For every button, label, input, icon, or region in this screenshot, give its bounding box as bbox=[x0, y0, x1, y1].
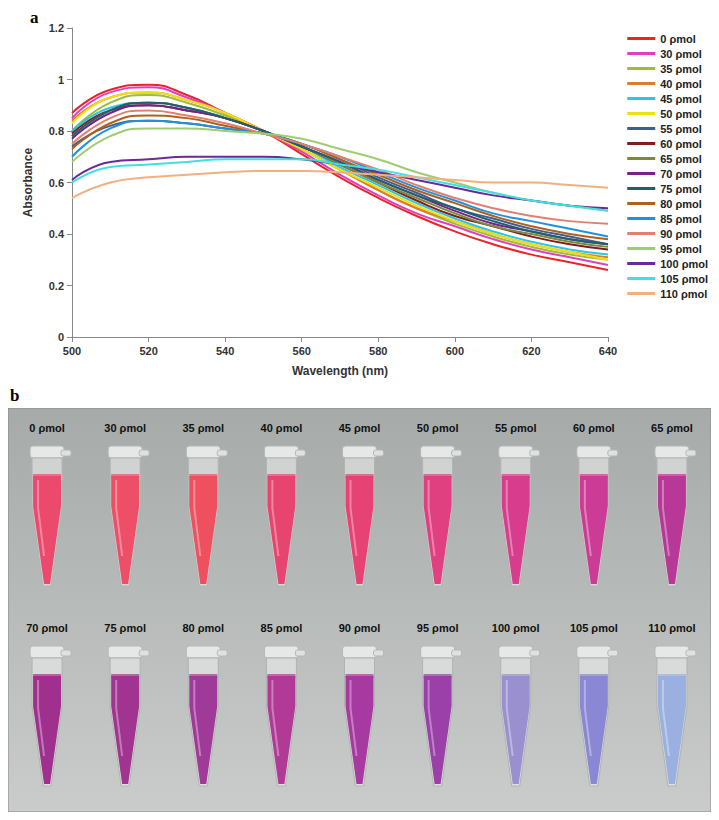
svg-text:40 ρmol: 40 ρmol bbox=[261, 422, 303, 434]
svg-text:520: 520 bbox=[139, 345, 157, 357]
svg-text:1.2: 1.2 bbox=[49, 22, 64, 34]
svg-text:50 ρmol: 50 ρmol bbox=[660, 108, 702, 120]
svg-text:90 ρmol: 90 ρmol bbox=[660, 228, 702, 240]
svg-text:600: 600 bbox=[446, 345, 464, 357]
svg-text:40 ρmol: 40 ρmol bbox=[660, 78, 702, 90]
svg-text:55 ρmol: 55 ρmol bbox=[660, 123, 702, 135]
svg-text:85 ρmol: 85 ρmol bbox=[261, 622, 303, 634]
svg-text:0.4: 0.4 bbox=[49, 228, 65, 240]
html-text:a: a bbox=[30, 8, 39, 27]
svg-text:0.8: 0.8 bbox=[49, 125, 64, 137]
svg-text:0.6: 0.6 bbox=[49, 177, 64, 189]
html-text:b: b bbox=[10, 386, 20, 405]
svg-text:640: 640 bbox=[599, 345, 617, 357]
svg-text:70 ρmol: 70 ρmol bbox=[26, 622, 68, 634]
svg-text:620: 620 bbox=[522, 345, 540, 357]
svg-text:30 ρmol: 30 ρmol bbox=[660, 48, 702, 60]
svg-text:55 ρmol: 55 ρmol bbox=[495, 422, 537, 434]
svg-text:Absorbance: Absorbance bbox=[21, 148, 35, 218]
svg-text:75 ρmol: 75 ρmol bbox=[104, 622, 146, 634]
svg-text:45 ρmol: 45 ρmol bbox=[660, 93, 702, 105]
svg-text:60 ρmol: 60 ρmol bbox=[660, 138, 702, 150]
svg-text:500: 500 bbox=[63, 345, 81, 357]
svg-text:30 ρmol: 30 ρmol bbox=[104, 422, 146, 434]
svg-text:110 ρmol: 110 ρmol bbox=[648, 622, 695, 634]
svg-text:70 ρmol: 70 ρmol bbox=[660, 168, 702, 180]
svg-text:0: 0 bbox=[58, 331, 64, 343]
svg-text:95 ρmol: 95 ρmol bbox=[660, 243, 702, 255]
svg-text:75 ρmol: 75 ρmol bbox=[660, 183, 702, 195]
svg-text:100 ρmol: 100 ρmol bbox=[660, 258, 708, 270]
svg-text:560: 560 bbox=[293, 345, 311, 357]
svg-text:105 ρmol: 105 ρmol bbox=[570, 622, 618, 634]
svg-text:Wavelength (nm): Wavelength (nm) bbox=[292, 364, 388, 378]
svg-text:0.2: 0.2 bbox=[49, 280, 64, 292]
svg-text:50 ρmol: 50 ρmol bbox=[417, 422, 459, 434]
svg-text:0 ρmol: 0 ρmol bbox=[660, 33, 696, 45]
svg-text:65 ρmol: 65 ρmol bbox=[651, 422, 693, 434]
svg-text:45 ρmol: 45 ρmol bbox=[339, 422, 381, 434]
svg-text:65 ρmol: 65 ρmol bbox=[660, 153, 702, 165]
svg-text:80 ρmol: 80 ρmol bbox=[182, 622, 224, 634]
svg-text:35 ρmol: 35 ρmol bbox=[660, 63, 702, 75]
svg-text:90 ρmol: 90 ρmol bbox=[339, 622, 381, 634]
svg-text:105 ρmol: 105 ρmol bbox=[660, 273, 708, 285]
svg-text:95 ρmol: 95 ρmol bbox=[417, 622, 459, 634]
svg-text:80 ρmol: 80 ρmol bbox=[660, 198, 702, 210]
svg-text:0 ρmol: 0 ρmol bbox=[29, 422, 65, 434]
svg-text:580: 580 bbox=[369, 345, 387, 357]
svg-text:85 ρmol: 85 ρmol bbox=[660, 213, 702, 225]
svg-text:1: 1 bbox=[58, 74, 64, 86]
svg-text:100 ρmol: 100 ρmol bbox=[492, 622, 540, 634]
svg-text:60 ρmol: 60 ρmol bbox=[573, 422, 615, 434]
svg-text:35 ρmol: 35 ρmol bbox=[182, 422, 224, 434]
svg-text:110 ρmol: 110 ρmol bbox=[660, 288, 707, 300]
svg-text:540: 540 bbox=[216, 345, 234, 357]
